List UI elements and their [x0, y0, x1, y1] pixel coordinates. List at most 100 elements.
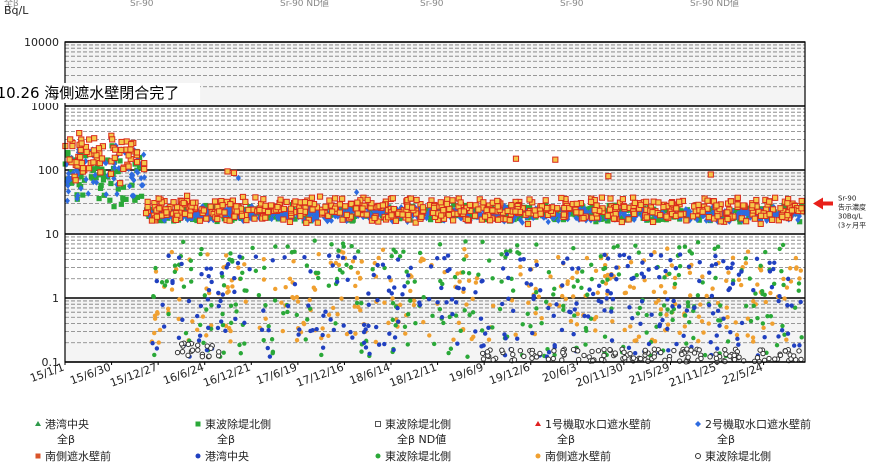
data-point: [267, 354, 273, 359]
data-point: [743, 303, 749, 309]
data-point: [131, 192, 137, 199]
data-point: [82, 158, 88, 165]
data-point: [325, 212, 332, 219]
data-point: [798, 205, 805, 212]
data-point: [676, 358, 683, 364]
data-point: [604, 217, 610, 224]
data-point: [266, 327, 271, 333]
data-point: [344, 262, 349, 267]
data-point: [464, 302, 469, 307]
data-point: [772, 260, 777, 265]
data-point: [499, 252, 504, 257]
data-point: [731, 356, 738, 363]
data-point: [796, 212, 802, 220]
data-point: [423, 214, 430, 222]
data-point: [194, 210, 200, 218]
data-point: [142, 210, 150, 217]
data-point: [511, 357, 518, 363]
data-point: [570, 346, 577, 353]
data-point: [556, 212, 562, 219]
data-point: [724, 278, 729, 283]
data-point: [199, 353, 206, 360]
data-point: [347, 207, 353, 215]
data-point: [649, 209, 656, 216]
data-point: [699, 208, 706, 215]
data-point: [580, 214, 587, 222]
data-point: [220, 322, 226, 328]
data-point: [565, 256, 570, 261]
data-point: [238, 276, 243, 281]
data-point: [480, 350, 486, 357]
data-point: [354, 300, 360, 306]
data-point: [408, 265, 414, 271]
data-point: [363, 345, 369, 350]
data-point: [178, 341, 185, 347]
data-point: [328, 212, 335, 218]
data-point: [637, 305, 643, 311]
data-point: [179, 349, 186, 355]
data-point: [602, 265, 608, 271]
data-point: [589, 348, 595, 355]
data-point: [316, 252, 321, 257]
legend-item-label: 港湾中央: [205, 449, 249, 462]
data-point: [782, 348, 789, 354]
data-point: [186, 212, 194, 219]
data-point: [208, 215, 215, 221]
data-point: [363, 327, 368, 332]
data-point: [279, 300, 284, 305]
data-point: [768, 290, 773, 296]
data-point: [718, 303, 723, 308]
legend-item-label: 2号機取水口遮水壁前: [705, 417, 811, 431]
data-point: [748, 318, 754, 324]
data-point: [771, 266, 776, 272]
data-point: [566, 204, 573, 212]
data-point: [457, 279, 462, 284]
data-point: [671, 298, 676, 304]
data-point: [334, 279, 340, 284]
data-point: [250, 245, 255, 251]
y-tick-label: 10000: [24, 36, 59, 49]
data-point: [797, 276, 802, 281]
data-point: [554, 302, 559, 307]
data-point: [232, 275, 237, 281]
data-point: [558, 194, 565, 202]
data-point: [734, 201, 741, 208]
data-point: [455, 341, 460, 346]
data-point: [590, 291, 596, 297]
data-point: [67, 136, 74, 143]
data-point: [107, 170, 115, 177]
data-point: [739, 320, 745, 326]
data-point: [744, 210, 750, 218]
data-point: [419, 204, 427, 211]
data-point: [352, 255, 357, 260]
data-point: [737, 219, 743, 225]
data-point: [103, 191, 109, 198]
data-point: [495, 216, 502, 223]
data-point: [339, 206, 345, 212]
data-point: [351, 213, 358, 219]
data-point: [194, 313, 200, 319]
data-point: [536, 294, 542, 299]
data-point: [605, 173, 612, 180]
data-point: [605, 277, 610, 282]
data-point: [379, 202, 387, 209]
data-point: [319, 352, 324, 358]
data-point: [437, 306, 443, 312]
data-point: [672, 285, 677, 290]
data-point: [658, 253, 664, 258]
data-point: [654, 265, 659, 271]
data-point: [573, 200, 580, 207]
data-point: [454, 206, 460, 214]
y-tick-label: 10: [45, 228, 59, 241]
data-point: [172, 269, 178, 274]
data-point: [739, 269, 744, 274]
legend-item-label: 南側遮水壁前: [545, 449, 611, 462]
data-point: [203, 202, 209, 209]
data-point: [636, 250, 642, 255]
data-point: [567, 309, 572, 314]
legend-item-sublabel: 全β: [557, 432, 575, 446]
data-point: [707, 354, 713, 360]
data-point: [706, 210, 712, 218]
data-point: [630, 355, 637, 361]
data-point: [435, 256, 440, 261]
